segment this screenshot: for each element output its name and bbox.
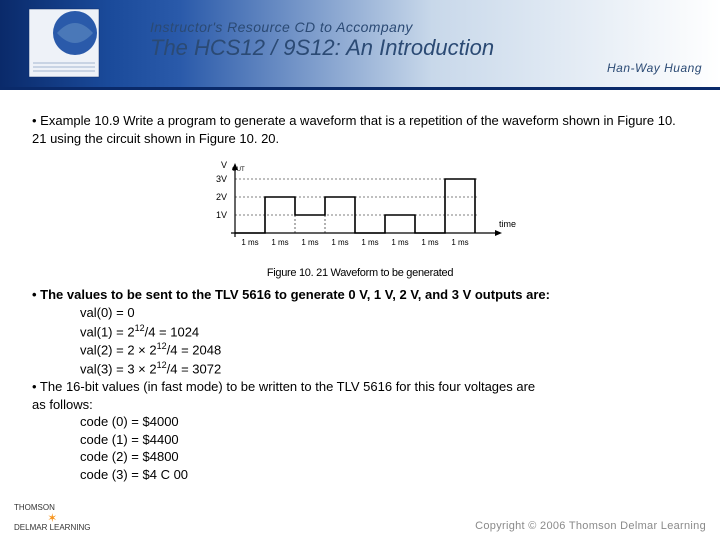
svg-text:1V: 1V (216, 210, 227, 220)
intro-codes-a: • The 16-bit values (in fast mode) to be… (32, 378, 688, 396)
banner-subtitle: Instructor's Resource CD to Accompany (150, 19, 720, 35)
svg-text:V: V (221, 160, 227, 170)
svg-text:OUT: OUT (232, 167, 245, 173)
banner-author: Han-Way Huang (150, 61, 720, 75)
banner: Instructor's Resource CD to Accompany Th… (0, 0, 720, 90)
waveform-figure: 1V 2V 3V V OUT time 1 ms 1 ms 1 ms 1 ms 1 ms 1 ms 1 … (32, 153, 688, 266)
code-2: code (2) = $4800 (32, 448, 688, 466)
waveform-svg: 1V 2V 3V V OUT time 1 ms 1 ms 1 ms 1 ms 1 ms 1 ms 1 … (195, 153, 525, 261)
footer: THOMSON ✶ DELMAR LEARNING Copyright © 20… (0, 504, 720, 532)
block-values: • The values to be sent to the TLV 5616 … (32, 286, 688, 483)
svg-text:1 ms: 1 ms (331, 238, 348, 247)
svg-text:3V: 3V (216, 174, 227, 184)
svg-text:1 ms: 1 ms (451, 238, 468, 247)
example-text: • Example 10.9 Write a program to genera… (32, 112, 688, 147)
val-1: val(1) = 212/4 = 1024 (32, 322, 688, 341)
banner-title: The HCS12 / 9S12: An Introduction (150, 35, 720, 61)
intro-values: • The values to be sent to the TLV 5616 … (32, 286, 688, 304)
svg-text:2V: 2V (216, 192, 227, 202)
banner-logo (18, 0, 138, 86)
publisher-logo: THOMSON ✶ DELMAR LEARNING (14, 504, 90, 532)
svg-text:time: time (499, 219, 516, 229)
brand-delmar: DELMAR LEARNING (14, 524, 90, 532)
svg-text:1 ms: 1 ms (241, 238, 258, 247)
val-2: val(2) = 2 × 212/4 = 2048 (32, 340, 688, 359)
svg-text:1 ms: 1 ms (301, 238, 318, 247)
val-0: val(0) = 0 (32, 304, 688, 322)
val-3: val(3) = 3 × 212/4 = 3072 (32, 359, 688, 378)
svg-text:1 ms: 1 ms (391, 238, 408, 247)
copyright-text: Copyright © 2006 Thomson Delmar Learning (475, 520, 706, 532)
banner-text: Instructor's Resource CD to Accompany Th… (150, 13, 720, 75)
code-0: code (0) = $4000 (32, 413, 688, 431)
figure-caption: Figure 10. 21 Waveform to be generated (32, 266, 688, 281)
svg-text:1 ms: 1 ms (421, 238, 438, 247)
svg-text:1 ms: 1 ms (361, 238, 378, 247)
content: • Example 10.9 Write a program to genera… (0, 90, 720, 483)
intro-codes-b: as follows: (32, 396, 688, 414)
code-3: code (3) = $4 C 00 (32, 466, 688, 484)
code-1: code (1) = $4400 (32, 431, 688, 449)
svg-text:1 ms: 1 ms (271, 238, 288, 247)
